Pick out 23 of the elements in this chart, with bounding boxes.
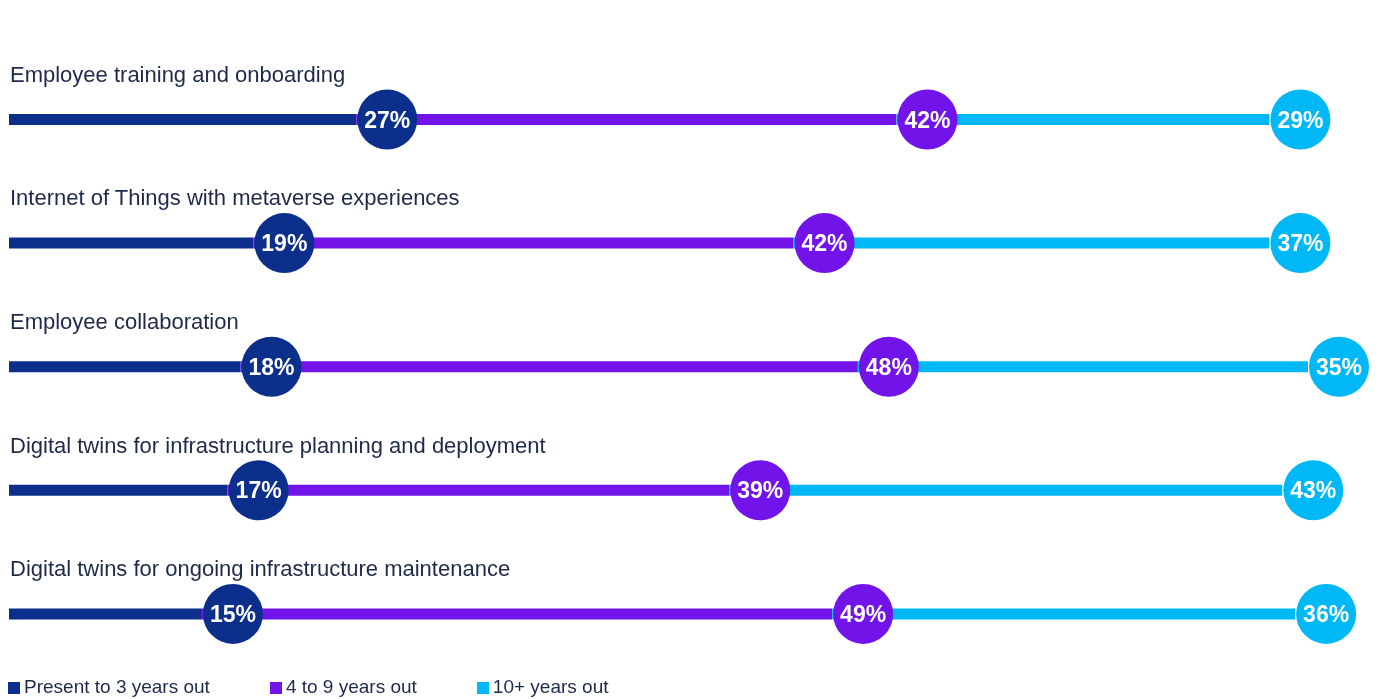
y-tick-label: Internet of Things with metaverse experiences	[10, 185, 460, 211]
data-label: 49%	[840, 600, 887, 627]
data-label: 15%	[209, 600, 256, 627]
y-tick-label: Employee training and onboarding	[10, 61, 346, 87]
data-label: 37%	[1277, 230, 1324, 257]
legend-label: 4 to 9 years out	[285, 676, 417, 697]
data-label: 42%	[801, 230, 848, 257]
data-label: 48%	[865, 353, 912, 380]
data-label: 29%	[1277, 106, 1324, 133]
data-label: 35%	[1315, 353, 1363, 380]
legend-label: Present to 3 years out	[24, 676, 210, 697]
y-tick-label: Digital twins for infrastructure planning and deployment	[10, 432, 546, 458]
data-label: 36%	[1303, 600, 1350, 627]
data-label: 19%	[261, 230, 308, 257]
data-label: 42%	[904, 106, 951, 133]
data-label: 18%	[248, 353, 295, 380]
y-tick-label: Digital twins for ongoing infrastructure maintenance	[10, 556, 511, 582]
data-label: 43%	[1290, 477, 1337, 504]
data-label: 27%	[364, 106, 411, 133]
legend-label: 10+ years out	[492, 676, 609, 697]
data-label: 39%	[737, 477, 784, 504]
data-label: 17%	[235, 477, 282, 504]
y-tick-label: Employee collaboration	[10, 309, 239, 334]
